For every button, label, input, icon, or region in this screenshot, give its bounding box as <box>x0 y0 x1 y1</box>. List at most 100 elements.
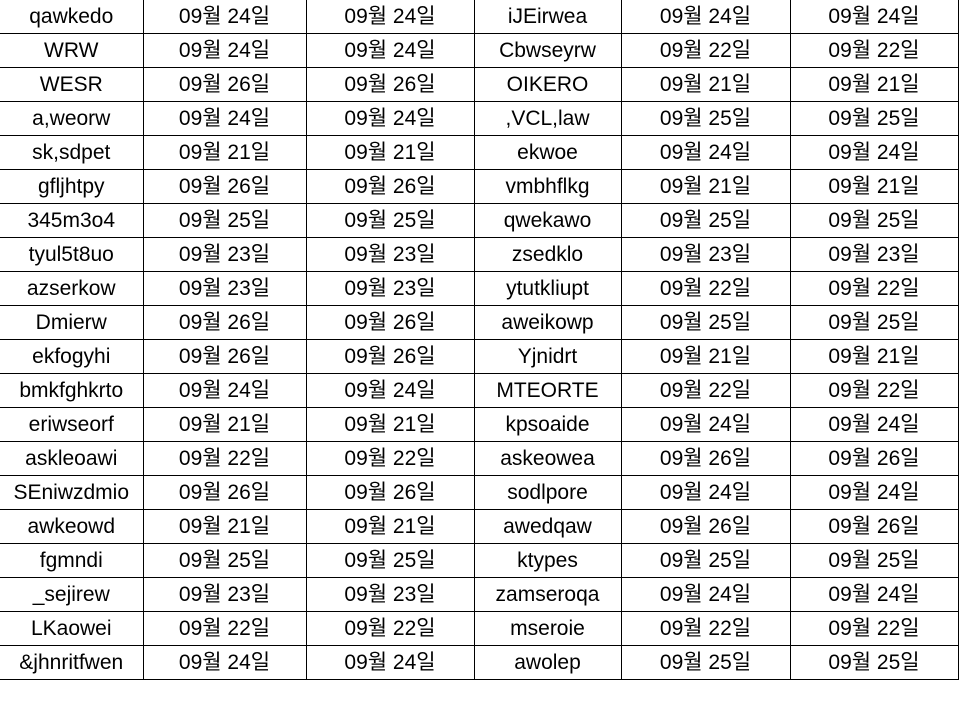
cell-name-secondary[interactable]: sodlpore <box>473 475 622 510</box>
cell-name-secondary[interactable]: ,VCL,law <box>473 101 622 136</box>
cell-date[interactable]: 09월 21일 <box>305 509 475 544</box>
cell-date[interactable]: 09월 26일 <box>620 441 791 476</box>
cell-date[interactable]: 09월 24일 <box>142 33 307 68</box>
cell-date[interactable]: 09월 24일 <box>305 101 475 136</box>
cell-date[interactable]: 09월 21일 <box>620 169 791 204</box>
cell-date[interactable]: 09월 24일 <box>789 135 959 170</box>
cell-date[interactable]: 09월 22일 <box>789 271 959 306</box>
cell-date[interactable]: 09월 21일 <box>142 407 307 442</box>
cell-date[interactable]: 09월 24일 <box>620 577 791 612</box>
cell-date[interactable]: 09월 26일 <box>142 67 307 102</box>
cell-name-primary[interactable]: ekfogyhi <box>0 339 144 374</box>
cell-name-primary[interactable]: askleoawi <box>0 441 144 476</box>
cell-date[interactable]: 09월 24일 <box>789 577 959 612</box>
cell-name-secondary[interactable]: mseroie <box>473 611 622 646</box>
cell-date[interactable]: 09월 22일 <box>620 373 791 408</box>
cell-name-primary[interactable]: SEniwzdmio <box>0 475 144 510</box>
cell-date[interactable]: 09월 24일 <box>305 645 475 680</box>
cell-name-primary[interactable]: WRW <box>0 33 144 68</box>
cell-name-secondary[interactable]: awolep <box>473 645 622 680</box>
cell-name-primary[interactable]: eriwseorf <box>0 407 144 442</box>
cell-date[interactable]: 09월 23일 <box>305 237 475 272</box>
cell-date[interactable]: 09월 21일 <box>305 407 475 442</box>
cell-name-primary[interactable]: sk,sdpet <box>0 135 144 170</box>
cell-name-secondary[interactable]: Cbwseyrw <box>473 33 622 68</box>
cell-name-secondary[interactable]: MTEORTE <box>473 373 622 408</box>
cell-name-secondary[interactable]: zamseroqa <box>473 577 622 612</box>
cell-name-secondary[interactable]: zsedklo <box>473 237 622 272</box>
cell-date[interactable]: 09월 26일 <box>305 169 475 204</box>
cell-date[interactable]: 09월 21일 <box>789 339 959 374</box>
cell-date[interactable]: 09월 24일 <box>142 373 307 408</box>
cell-name-primary[interactable]: LKaowei <box>0 611 144 646</box>
cell-name-primary[interactable]: bmkfghkrto <box>0 373 144 408</box>
cell-date[interactable]: 09월 24일 <box>620 475 791 510</box>
cell-date[interactable]: 09월 22일 <box>142 611 307 646</box>
cell-date[interactable]: 09월 21일 <box>142 135 307 170</box>
cell-name-primary[interactable]: qawkedo <box>0 0 144 34</box>
cell-date[interactable]: 09월 21일 <box>789 67 959 102</box>
cell-date[interactable]: 09월 25일 <box>789 101 959 136</box>
cell-name-primary[interactable]: fgmndi <box>0 543 144 578</box>
cell-date[interactable]: 09월 22일 <box>305 441 475 476</box>
cell-name-primary[interactable]: 345m3o4 <box>0 203 144 238</box>
cell-date[interactable]: 09월 25일 <box>305 543 475 578</box>
cell-date[interactable]: 09월 24일 <box>142 101 307 136</box>
cell-name-secondary[interactable]: aweikowp <box>473 305 622 340</box>
cell-date[interactable]: 09월 24일 <box>789 0 959 34</box>
cell-date[interactable]: 09월 25일 <box>620 543 791 578</box>
cell-date[interactable]: 09월 25일 <box>142 543 307 578</box>
cell-name-secondary[interactable]: vmbhflkg <box>473 169 622 204</box>
cell-date[interactable]: 09월 22일 <box>620 271 791 306</box>
cell-date[interactable]: 09월 22일 <box>789 373 959 408</box>
cell-date[interactable]: 09월 22일 <box>305 611 475 646</box>
cell-date[interactable]: 09월 23일 <box>142 271 307 306</box>
cell-date[interactable]: 09월 23일 <box>305 577 475 612</box>
cell-name-primary[interactable]: azserkow <box>0 271 144 306</box>
cell-date[interactable]: 09월 22일 <box>789 611 959 646</box>
cell-name-primary[interactable]: &jhnritfwen <box>0 645 144 680</box>
cell-name-primary[interactable]: Dmierw <box>0 305 144 340</box>
cell-name-secondary[interactable]: askeowea <box>473 441 622 476</box>
cell-name-primary[interactable]: a,weorw <box>0 101 144 136</box>
cell-date[interactable]: 09월 24일 <box>620 135 791 170</box>
cell-name-secondary[interactable]: qwekawo <box>473 203 622 238</box>
cell-date[interactable]: 09월 26일 <box>305 67 475 102</box>
cell-name-secondary[interactable]: ekwoe <box>473 135 622 170</box>
cell-date[interactable]: 09월 23일 <box>142 577 307 612</box>
cell-date[interactable]: 09월 25일 <box>620 203 791 238</box>
cell-date[interactable]: 09월 26일 <box>305 339 475 374</box>
cell-date[interactable]: 09월 24일 <box>142 645 307 680</box>
cell-date[interactable]: 09월 23일 <box>305 271 475 306</box>
cell-date[interactable]: 09월 24일 <box>305 373 475 408</box>
cell-date[interactable]: 09월 21일 <box>142 509 307 544</box>
cell-date[interactable]: 09월 22일 <box>620 611 791 646</box>
cell-date[interactable]: 09월 22일 <box>142 441 307 476</box>
cell-date[interactable]: 09월 22일 <box>620 33 791 68</box>
cell-date[interactable]: 09월 21일 <box>789 169 959 204</box>
cell-date[interactable]: 09월 21일 <box>620 339 791 374</box>
cell-date[interactable]: 09월 26일 <box>142 305 307 340</box>
cell-date[interactable]: 09월 24일 <box>789 475 959 510</box>
cell-name-primary[interactable]: gfljhtpy <box>0 169 144 204</box>
cell-name-secondary[interactable]: awedqaw <box>473 509 622 544</box>
cell-name-primary[interactable]: _sejirew <box>0 577 144 612</box>
cell-name-secondary[interactable]: kpsoaide <box>473 407 622 442</box>
cell-name-secondary[interactable]: ytutkliupt <box>473 271 622 306</box>
cell-date[interactable]: 09월 25일 <box>789 305 959 340</box>
cell-date[interactable]: 09월 26일 <box>142 475 307 510</box>
cell-date[interactable]: 09월 23일 <box>789 237 959 272</box>
cell-date[interactable]: 09월 26일 <box>142 339 307 374</box>
cell-date[interactable]: 09월 23일 <box>620 237 791 272</box>
cell-date[interactable]: 09월 25일 <box>305 203 475 238</box>
cell-date[interactable]: 09월 25일 <box>142 203 307 238</box>
cell-date[interactable]: 09월 24일 <box>142 0 307 34</box>
cell-date[interactable]: 09월 25일 <box>789 203 959 238</box>
cell-date[interactable]: 09월 25일 <box>620 305 791 340</box>
cell-date[interactable]: 09월 24일 <box>789 407 959 442</box>
cell-date[interactable]: 09월 24일 <box>620 407 791 442</box>
cell-date[interactable]: 09월 21일 <box>620 67 791 102</box>
cell-name-primary[interactable]: WESR <box>0 67 144 102</box>
cell-name-primary[interactable]: awkeowd <box>0 509 144 544</box>
cell-date[interactable]: 09월 21일 <box>305 135 475 170</box>
